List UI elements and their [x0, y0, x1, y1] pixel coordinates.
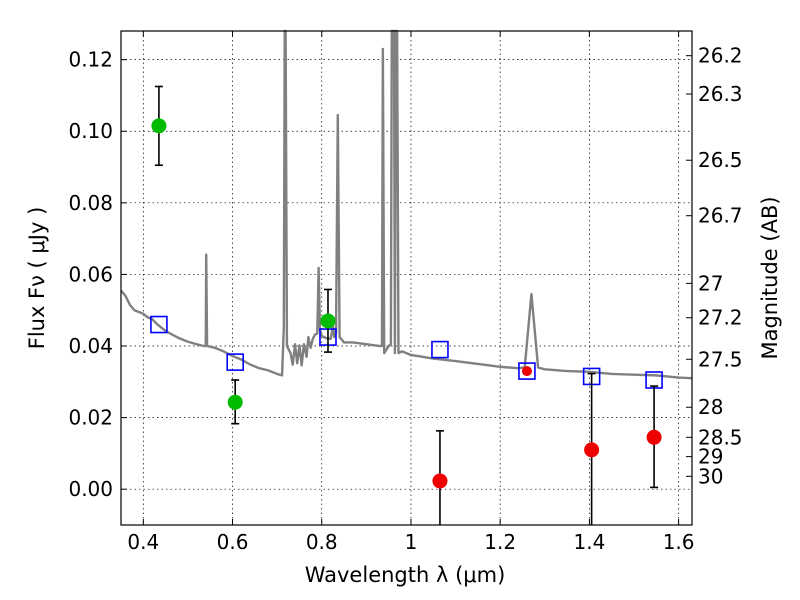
- mag-tick-label: 27: [698, 271, 723, 295]
- tick-layer: 0.4 0.6 0.8 1 1.2 1.4 1.6 0.00 0.02 0.04 0.06 0.08 0…: [68, 31, 743, 554]
- x-tick-label: 0.8: [306, 530, 338, 554]
- y-tick-label: 0.12: [68, 48, 113, 72]
- y-tick-label: 0.02: [68, 406, 113, 430]
- x-tick-label: 1: [405, 530, 418, 554]
- spectrum-line: [120, 29, 693, 380]
- y-tick-label: 0.00: [68, 477, 113, 501]
- nondetection-point: [432, 473, 448, 489]
- mag-tick-label: 26.5: [698, 148, 743, 172]
- y-tick-label: 0.10: [68, 119, 113, 143]
- model-square: [150, 315, 168, 334]
- y-tick-label: 0.06: [68, 262, 113, 286]
- mag-tick-label: 27.2: [698, 306, 743, 330]
- marker-layer: [150, 85, 663, 525]
- x-axis-label: Wavelength λ (μm): [305, 563, 506, 587]
- detection-point: [151, 118, 167, 134]
- model-square: [518, 362, 536, 380]
- y-tick-label: 0.08: [68, 191, 113, 215]
- detection-point: [320, 313, 336, 329]
- x-tick-label: 1.4: [573, 530, 605, 554]
- y-tick-label: 0.04: [68, 334, 113, 358]
- y-axis-label: Flux Fν ( μJy ): [25, 207, 49, 350]
- spectrum-layer: [120, 29, 693, 380]
- mag-tick-label: 28.5: [698, 425, 743, 449]
- nondetection-point: [584, 442, 600, 458]
- detection-point: [227, 394, 243, 410]
- x-tick-label: 0.4: [127, 530, 159, 554]
- mag-tick-label: 26.7: [698, 204, 743, 228]
- mag-tick-label: 27.5: [698, 347, 743, 371]
- model-square: [431, 340, 449, 359]
- x-tick-label: 1.6: [663, 530, 695, 554]
- grid-lines: [121, 31, 692, 525]
- x-tick-label: 0.6: [217, 530, 249, 554]
- model-square: [226, 353, 244, 371]
- right-axis-label: Magnitude (AB): [758, 196, 782, 359]
- mag-tick-label: 26.3: [698, 82, 743, 106]
- mag-tick-label: 26.2: [698, 44, 743, 68]
- plot-frame: [120, 30, 693, 526]
- x-tick-label: 1.2: [484, 530, 516, 554]
- mag-tick-label: 28: [698, 395, 723, 419]
- mag-tick-label: 29: [698, 445, 723, 469]
- nondetection-point: [646, 429, 662, 445]
- nondetection-point: [521, 366, 532, 377]
- mag-tick-label: 30: [698, 464, 723, 488]
